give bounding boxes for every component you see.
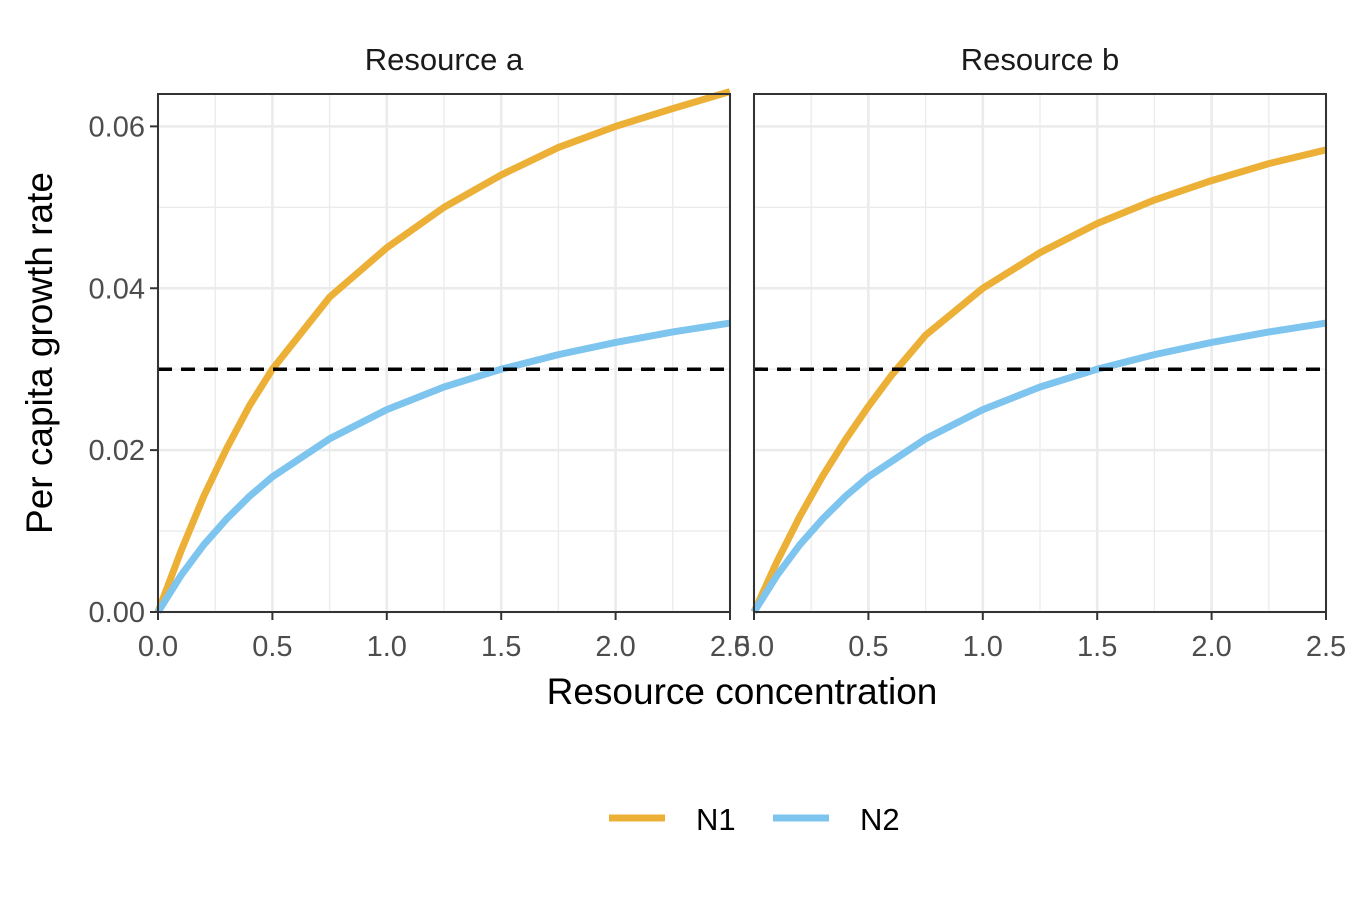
x-tick-label: 2.0 [1191,631,1231,663]
x-tick-label: 2.5 [710,631,750,663]
x-tick-label: 0.0 [734,631,774,663]
y-tick-label: 0.02 [89,435,145,467]
legend-label-n2: N2 [860,802,900,837]
legend-label-n1: N1 [696,802,736,837]
series-line-n1 [154,88,731,614]
y-tick-label: 0.04 [89,273,145,305]
facet-resource-a: Resource a 0.0 0.5 1.0 1.5 2.0 2.5 0.00 0.02 0.04… [89,42,751,663]
series-line-n2 [751,319,1327,614]
facet-title: Resource a [365,42,524,77]
x-tick-label: 1.0 [963,631,1003,663]
panel-border [753,93,1327,613]
x-tick-label: 1.5 [481,631,521,663]
x-tick-label: 2.0 [595,631,635,663]
series-line-n2 [155,319,731,614]
legend: N1 N2 [609,802,900,837]
y-tick-label: 0.06 [89,111,145,143]
x-tick-label: 0.0 [138,631,178,663]
facet-title: Resource b [961,42,1120,77]
y-tick-label: 0.00 [89,597,145,629]
x-tick-label: 1.0 [367,631,407,663]
series-line-n1 [750,146,1327,614]
x-axis-title: Resource concentration [547,671,938,712]
x-tick-label: 1.5 [1077,631,1117,663]
x-tick-label: 0.5 [848,631,888,663]
facet-resource-b: Resource b 0.0 0.5 1.0 1.5 2.0 2.5 [734,42,1346,663]
x-tick-label: 2.5 [1306,631,1346,663]
panel-border [157,93,731,613]
x-tick-label: 0.5 [252,631,292,663]
y-axis-title: Per capita growth rate [19,172,60,534]
